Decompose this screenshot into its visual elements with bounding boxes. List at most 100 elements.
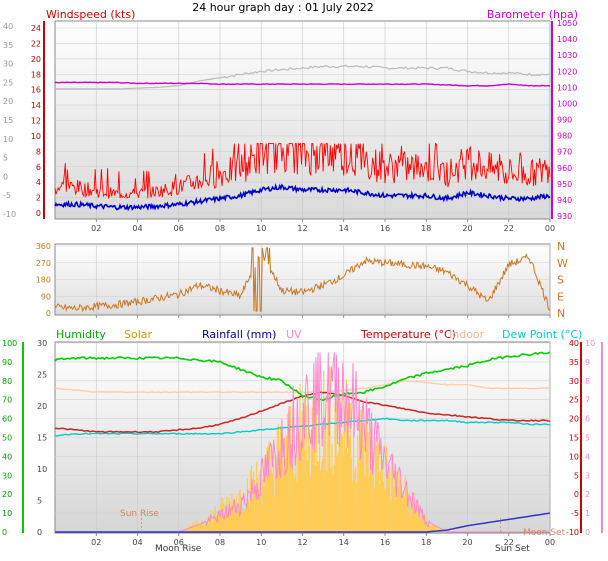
wind-left-grey-tick-3: 25 [3,78,13,87]
dir-right-tick-2: S [557,274,564,287]
solar-bar-339 [404,476,406,532]
outdoor-line [55,64,551,90]
solar-bar-188 [248,510,251,532]
dir-right-tick-1: W [557,257,568,270]
solar-bar-315 [379,471,381,532]
solar-bar-267 [330,468,332,532]
solar-bar-347 [412,501,414,532]
solar-bar-351 [417,517,419,532]
temp-tick-30: 30 [569,377,579,386]
solar-bar-273 [336,455,338,532]
solar-bar-308 [372,452,374,532]
wind-left-tick-8: 8 [36,147,41,156]
solar-bar-147 [206,525,208,532]
solar-bar-128 [187,530,189,532]
solar-tick-0: 0 [37,528,42,537]
solar-bar-204 [265,457,267,532]
solar-bar-135 [194,526,196,532]
solar-bar-304 [368,477,370,532]
solar-bar-345 [410,498,412,532]
solar-bar-229 [291,459,293,532]
baro-right-tick-940: 940 [557,196,572,205]
solar-bar-332 [397,486,399,532]
humidity-tick-10: 10 [2,509,12,518]
solar-bar-173 [233,498,235,532]
temp-tick-40: 40 [569,339,579,348]
solar-bar-230 [292,417,294,532]
baro-right-tick-1050: 1050 [557,19,577,28]
dir-left-tick-360: 360 [36,242,51,251]
solar-bar-291 [355,466,357,532]
chart-title: 24 hour graph day : 01 July 2022 [192,1,374,14]
solar-bar-217 [278,450,280,532]
humidity-tick-0: 0 [2,528,7,537]
solar-bar-316 [380,447,383,532]
wind-xtick-label-18: 18 [421,224,431,233]
solar-bar-165 [225,503,227,532]
humidity-tick-90: 90 [2,358,12,367]
wind-left-tick-12: 12 [31,117,41,126]
solar-bar-263 [326,470,328,532]
solar-bar-240 [302,440,304,532]
baro-right-tick-970: 970 [557,148,572,157]
wind-xtick-label-22: 22 [504,224,514,233]
low-xtick-label-18: 18 [421,538,431,547]
solar-tick-25: 25 [37,371,47,380]
solar-bar-151 [210,510,212,532]
solar-bar-357 [423,512,425,532]
solar-bar-191 [252,498,254,532]
solar-bar-148 [207,518,209,532]
solar-bar-192 [253,471,255,532]
solar-bar-373 [439,527,441,532]
humidity-tick-40: 40 [2,452,12,461]
solar-bar-363 [429,525,431,532]
uv-tick-8: 8 [585,377,590,386]
solar-bar-280 [343,412,345,532]
wind-left-tick-6: 6 [36,163,41,172]
solar-bar-338 [403,496,405,532]
baro-right-tick-1000: 1000 [557,99,577,108]
wind-left-tick-24: 24 [31,24,41,33]
solar-bar-287 [351,457,353,532]
solar-bar-319 [384,488,386,532]
solar-bar-272 [335,401,337,532]
solar-bar-334 [399,480,401,532]
solar-bar-317 [381,460,384,532]
wind-left-grey-tick-10: -10 [3,210,16,219]
baro-right-tick-1020: 1020 [557,67,577,76]
solar-bar-144 [203,521,205,532]
wind-left-tick-2: 2 [36,194,41,203]
temp-tick-5: 5 [574,471,579,480]
legend-humidity: Humidity [56,328,106,341]
temp-tick-35: 35 [569,358,579,367]
solar-bar-330 [395,498,397,532]
solar-bar-170 [230,515,232,532]
solar-bar-138 [197,524,199,532]
solar-bar-314 [378,483,380,532]
solar-bar-305 [369,459,371,532]
lower-annotations: Sun Rise Moon Rise Sun Set Moon Set [120,509,566,554]
solar-bar-261 [324,416,326,532]
baro-right-tick-1040: 1040 [557,35,577,44]
solar-bar-275 [338,441,340,532]
baro-right-tick-1030: 1030 [557,51,577,60]
temp-tick--10: -10 [566,528,579,537]
solar-bar-210 [271,472,273,532]
temp-tick-25: 25 [569,396,579,405]
low-xtick-label-00: 00 [545,538,555,547]
wind-direction-line [54,247,551,313]
humidity-tick-100: 100 [2,339,17,348]
solar-bar-262 [325,423,327,532]
solar-bar-293 [357,434,359,532]
low-xtick-label-04: 04 [132,538,142,547]
humidity-tick-80: 80 [2,377,12,386]
solar-bar-141 [200,523,202,532]
solar-bar-175 [235,496,237,532]
solar-bar-329 [394,470,396,532]
wind-xtick-label-14: 14 [339,224,349,233]
solar-bar-248 [310,437,312,532]
solar-bar-285 [348,438,351,532]
solar-bar-350 [415,505,418,532]
